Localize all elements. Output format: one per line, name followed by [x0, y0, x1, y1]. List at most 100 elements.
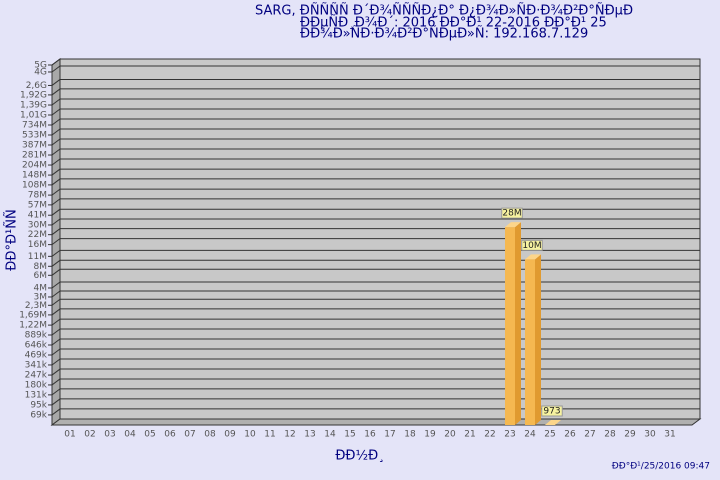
grid-line	[51, 358, 61, 366]
x-tick-label: 08	[204, 430, 216, 440]
y-tick-label: 4G	[34, 67, 47, 77]
grid-line	[51, 118, 61, 126]
grid-line	[51, 378, 61, 386]
x-tick-label: 25	[544, 430, 555, 440]
x-tick-label: 21	[464, 430, 475, 440]
x-tick-label: 18	[404, 430, 416, 440]
value-label-box	[541, 405, 563, 417]
grid-line	[51, 290, 61, 298]
x-tick-label: 16	[364, 430, 376, 440]
grid-line	[51, 58, 61, 66]
y-tick-label: 1,69M	[19, 310, 47, 320]
y-tick-label: 22M	[28, 230, 47, 240]
grid-line	[51, 148, 61, 156]
bar-top	[525, 254, 541, 260]
y-tick-label: 469k	[25, 351, 48, 361]
x-tick-label: 29	[624, 430, 636, 440]
y-tick-label: 180k	[25, 380, 48, 390]
x-tick-label: 01	[64, 430, 75, 440]
grid-line	[51, 138, 61, 146]
grid-line	[51, 108, 61, 116]
grid-line	[51, 88, 61, 96]
x-tick-label: 10	[244, 430, 256, 440]
x-tick-label: 24	[524, 430, 536, 440]
y-tick-label: 8M	[34, 262, 48, 272]
grid-line	[51, 188, 61, 196]
y-tick-label: 57M	[28, 200, 47, 210]
grid-line	[51, 178, 61, 186]
grid-line	[51, 408, 61, 416]
y-tick-label: 341k	[25, 360, 48, 370]
y-tick-label: 5G	[34, 61, 47, 71]
grid-line	[51, 198, 61, 206]
y-tick-label: 734M	[22, 120, 47, 130]
grid-line	[51, 218, 61, 226]
grid-line	[51, 228, 61, 236]
bar-side	[515, 222, 521, 425]
value-label: 10M	[522, 241, 541, 251]
x-tick-label: 12	[284, 430, 295, 440]
x-tick-label: 22	[484, 430, 495, 440]
grid-line	[51, 348, 61, 356]
x-axis-label: ÐÐ½Ð¸	[335, 449, 384, 464]
floor	[50, 418, 702, 426]
y-tick-label: 148M	[22, 171, 47, 181]
x-tick-label: 09	[224, 430, 236, 440]
y-tick-label: 533M	[22, 131, 47, 141]
value-label: 28M	[502, 209, 521, 219]
y-tick-label: 1,01G	[20, 111, 47, 121]
grid-line	[51, 328, 61, 336]
y-tick-label: 108M	[22, 180, 47, 190]
y-tick-label: 889k	[25, 331, 48, 341]
y-tick-label: 69k	[30, 410, 47, 420]
grid-line	[51, 208, 61, 216]
x-tick-label: 17	[384, 430, 395, 440]
x-tick-label: 23	[504, 430, 515, 440]
bar	[525, 259, 535, 425]
grid-line	[51, 281, 61, 289]
y-tick-label: 95k	[30, 400, 47, 410]
y-tick-label: 41M	[28, 211, 47, 221]
y-axis-label: ÐÐ°Ð¹ÑÑ	[4, 209, 20, 270]
grid-line	[51, 398, 61, 406]
x-tick-label: 02	[84, 430, 95, 440]
y-tick-label: 2,3M	[25, 301, 47, 311]
grid-line	[51, 259, 61, 267]
y-tick-label: 2,6G	[26, 81, 47, 91]
y-tick-label: 646k	[25, 340, 48, 350]
grid-line	[51, 79, 61, 86]
x-tick-label: 26	[564, 430, 576, 440]
grid-line	[51, 388, 61, 396]
grid-line	[51, 98, 61, 106]
y-tick-label: 3M	[34, 292, 48, 302]
grid-line	[51, 368, 61, 376]
x-tick-label: 06	[164, 430, 176, 440]
chart-title: SARG, ÐÑÑÑÑ Ð´Ð¾ÑÑÑÐ¿Ð° Ð¿Ð¾Ð»ÑÐ·Ð¾Ð²Ð°Ñ…	[255, 3, 633, 19]
y-tick-label: 6M	[34, 271, 48, 281]
y-tick-label: 131k	[25, 390, 48, 400]
value-label-box	[521, 239, 543, 251]
grid-line	[51, 268, 61, 276]
y-tick-label: 204M	[22, 161, 47, 171]
x-tick-label: 19	[424, 430, 436, 440]
y-tick-label: 30M	[28, 220, 47, 230]
x-tick-label: 05	[144, 430, 155, 440]
x-tick-label: 07	[184, 430, 195, 440]
bar-side	[535, 254, 541, 425]
y-tick-label: 1,92G	[20, 90, 47, 100]
x-tick-label: 31	[664, 430, 675, 440]
chart-subtitle: ÐÐ¾Ð»ÑÐ·Ð¾Ð²Ð°ÑÐµÐ»Ñ: 192.168.7.129	[300, 26, 588, 42]
grid-line	[51, 298, 61, 306]
x-tick-label: 20	[444, 430, 456, 440]
bar-top	[505, 222, 521, 228]
value-label-box	[501, 207, 523, 219]
grid-line	[51, 158, 61, 166]
footer: ÐÐ°Ð¹/25/2016 09:47	[612, 462, 710, 472]
grid-line	[51, 168, 61, 176]
x-tick-label: 14	[324, 430, 336, 440]
x-tick-label: 11	[264, 430, 275, 440]
bar	[505, 227, 515, 425]
y-tick-label: 4M	[34, 283, 48, 293]
